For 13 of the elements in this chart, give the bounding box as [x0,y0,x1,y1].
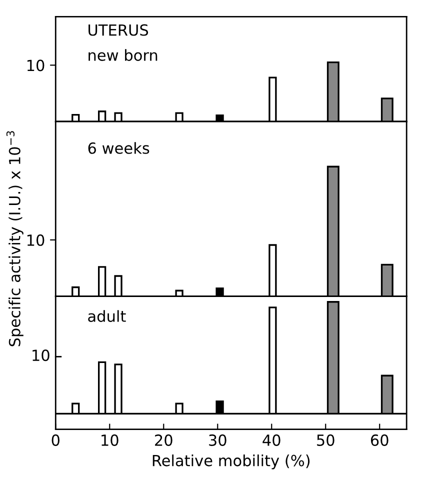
y-axis-title: Specific activity (I.U.) x 10$^{−3}$ [6,131,24,346]
text: 6 weeks [88,142,150,154]
x-tick-label: 60 [370,434,388,446]
text: new born [88,49,158,61]
x-tick-label: 20 [155,434,172,446]
x-axis-title: Relative mobility (%) [152,454,310,470]
x-tick-label: 0 [52,434,60,446]
chart-title: adult [88,310,126,322]
x-tick-label: 10 [102,434,118,446]
chart-title: UTERUS [88,24,148,36]
x-tick-label: 50 [317,434,334,446]
x-tick-label: 40 [262,434,280,446]
x-tick-label: 30 [209,434,226,446]
